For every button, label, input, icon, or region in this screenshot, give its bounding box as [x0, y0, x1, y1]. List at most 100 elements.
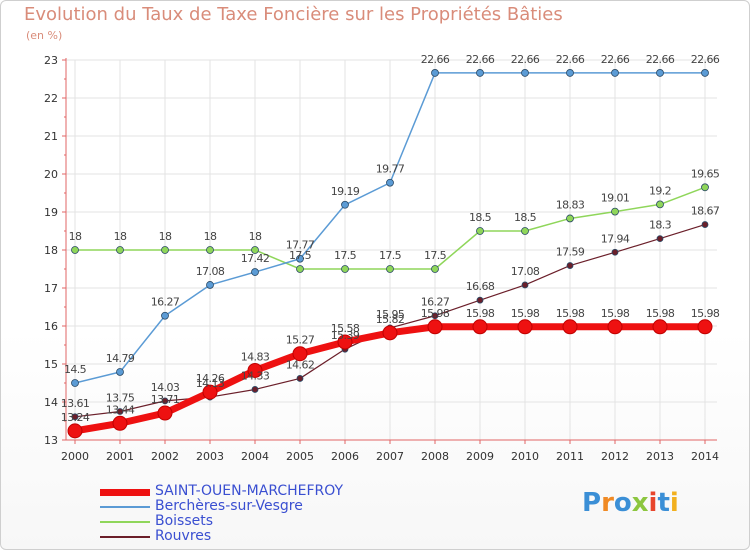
data-point: [67, 423, 83, 439]
data-label: 18: [114, 230, 127, 243]
data-point: [71, 413, 79, 421]
data-label: 22.66: [646, 53, 675, 66]
data-label: 14.83: [241, 350, 270, 363]
data-point: [292, 346, 308, 362]
data-point: [116, 368, 124, 376]
data-point: [517, 319, 533, 335]
data-label: 17.5: [424, 249, 447, 262]
data-point: [607, 319, 623, 335]
data-label: 15.39: [331, 329, 360, 342]
data-point: [386, 265, 394, 273]
data-point: [386, 178, 394, 187]
data-label: 15.98: [691, 307, 720, 320]
data-label: 15.82: [376, 313, 405, 326]
legend-item: Berchères-sur-Vesgre: [100, 498, 400, 515]
data-point: [251, 246, 259, 254]
data-point: [656, 69, 664, 77]
data-point: [431, 69, 439, 77]
data-point: [116, 246, 124, 254]
logo-letter: x: [631, 488, 649, 518]
y-tick-label: 15: [44, 358, 58, 371]
y-tick-label: 21: [44, 130, 58, 143]
data-point: [656, 235, 664, 243]
data-point: [296, 375, 304, 382]
data-point: [521, 281, 529, 289]
data-label: 14.03: [151, 381, 180, 394]
logo-letter: o: [613, 488, 632, 518]
data-point: [476, 69, 484, 77]
data-point: [566, 214, 574, 223]
data-point: [112, 415, 128, 431]
data-point: [472, 319, 488, 335]
x-tick-label: 2012: [601, 450, 629, 463]
data-point: [71, 246, 79, 254]
logo-letter: r: [601, 488, 614, 518]
data-point: [157, 405, 173, 421]
logo-letter: i: [669, 488, 679, 518]
data-point: [247, 362, 263, 378]
data-point: [206, 281, 214, 289]
data-label: 22.66: [601, 53, 630, 66]
x-tick-label: 2010: [511, 450, 539, 463]
data-point: [382, 325, 398, 341]
data-label: 17.94: [601, 232, 630, 245]
data-point: [652, 319, 668, 335]
data-label: 19.77: [376, 163, 405, 176]
data-label: 19.2: [649, 184, 671, 197]
data-point: [427, 319, 443, 335]
y-tick-label: 16: [44, 320, 58, 333]
legend-swatch: [100, 521, 150, 523]
data-label: 14.26: [196, 372, 225, 385]
data-point: [116, 408, 124, 415]
data-label: 18: [69, 230, 82, 243]
data-point: [562, 319, 578, 335]
data-point: [476, 296, 484, 304]
data-point: [566, 69, 574, 77]
data-label: 17.77: [286, 239, 315, 252]
x-tick-label: 2011: [556, 450, 584, 463]
data-point: [611, 69, 619, 77]
data-label: 15.98: [556, 307, 585, 320]
y-tick-label: 22: [44, 92, 58, 105]
data-point: [161, 397, 169, 405]
data-label: 15.98: [646, 307, 675, 320]
x-tick-label: 2002: [151, 450, 179, 463]
data-point: [431, 312, 439, 320]
data-label: 17.08: [196, 265, 225, 278]
legend-label: Berchères-sur-Vesgre: [155, 498, 303, 514]
proxiti-logo: Proxiti: [582, 488, 679, 518]
data-label: 13.71: [151, 393, 180, 406]
y-tick-label: 23: [44, 54, 58, 67]
data-label: 16.27: [421, 296, 450, 309]
data-label: 13.75: [106, 392, 135, 405]
x-tick-label: 2004: [241, 450, 269, 463]
legend-item: Rouvres: [100, 528, 400, 545]
data-point: [656, 200, 664, 209]
data-point: [697, 319, 713, 335]
data-point: [476, 227, 484, 235]
y-tick-label: 13: [44, 434, 58, 447]
data-label: 15.98: [511, 307, 540, 320]
data-point: [296, 265, 304, 273]
data-label: 18.5: [514, 211, 537, 224]
logo-letter: P: [582, 488, 602, 518]
data-label: 19.01: [601, 192, 630, 205]
legend-swatch: [100, 536, 150, 538]
x-tick-label: 2007: [376, 450, 404, 463]
data-point: [161, 246, 169, 254]
data-label: 13.44: [106, 403, 135, 416]
data-label: 17.5: [334, 249, 357, 262]
data-label: 13.24: [61, 411, 90, 424]
chart-subtitle: (en %): [26, 29, 63, 42]
data-point: [341, 265, 349, 273]
legend-label: SAINT-OUEN-MARCHEFROY: [155, 483, 344, 499]
data-point: [566, 262, 574, 269]
legend-item: Boissets: [100, 513, 400, 530]
data-label: 17.59: [556, 246, 585, 259]
data-label: 15.98: [466, 307, 495, 320]
x-tick-label: 2000: [61, 450, 89, 463]
legend-label: Rouvres: [155, 528, 212, 544]
data-label: 18.5: [469, 211, 492, 224]
